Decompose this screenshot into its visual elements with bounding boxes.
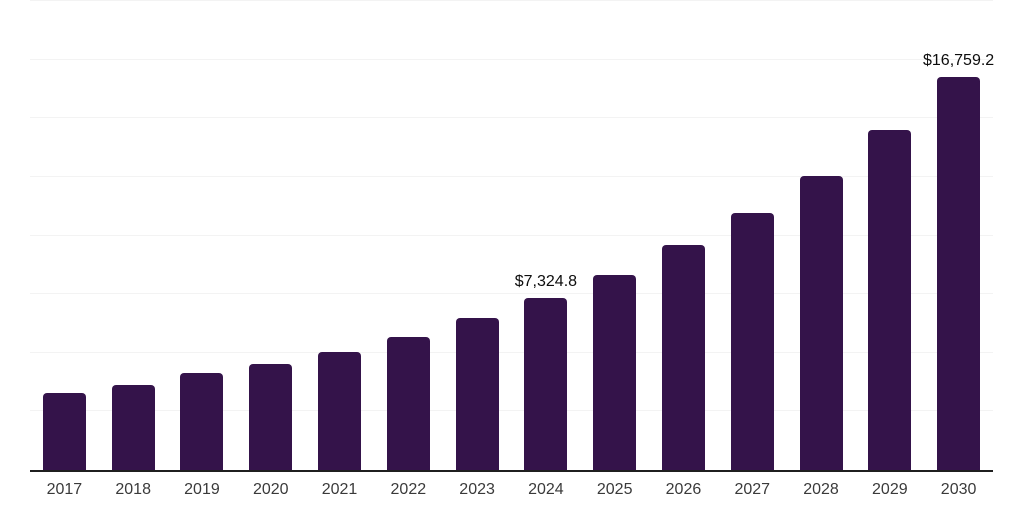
x-label-2030: 2030 (940, 481, 977, 498)
bar-2022 (386, 337, 430, 470)
x-label-2020: 2020 (252, 481, 289, 498)
x-label-2021: 2021 (321, 481, 358, 498)
x-label-2024: 2024 (528, 481, 564, 498)
bar-2025 (593, 274, 637, 470)
bar-2030 (937, 77, 981, 470)
plot-area: $7,324.8 $16,759.2 (30, 0, 995, 472)
gridline-10000 (30, 234, 993, 236)
gridline-20000 (30, 0, 993, 1)
x-label-2027: 2027 (734, 481, 771, 498)
bar-2028 (799, 175, 843, 470)
x-label-2018: 2018 (115, 481, 151, 498)
bar-2020 (249, 364, 293, 470)
bar-2024 (524, 298, 568, 470)
x-label-2022: 2022 (390, 481, 427, 498)
gridline-7500 (30, 293, 993, 295)
x-label-2029: 2029 (872, 481, 908, 498)
x-label-2028: 2028 (803, 481, 839, 498)
gridline-2500 (30, 410, 993, 412)
x-axis-labels: 2017 2018 2019 2020 2021 2022 2023 2024 2025 2026… (30, 481, 993, 505)
gridline-12500 (30, 175, 993, 177)
gridline-5000 (30, 351, 993, 353)
bar-2026 (661, 245, 705, 470)
bar-2023 (455, 318, 499, 470)
bar-2029 (868, 129, 912, 470)
bar-2027 (730, 213, 774, 470)
x-label-2025: 2025 (596, 481, 633, 498)
bar-2021 (318, 352, 362, 470)
bar-2019 (180, 372, 224, 470)
value-label-2030: $16,759.2 (923, 52, 995, 69)
value-label-2024: $7,324.8 (514, 273, 578, 291)
gridline-15000 (30, 117, 993, 119)
x-label-2026: 2026 (665, 481, 702, 498)
x-label-2017: 2017 (46, 481, 83, 498)
gridline-17500 (30, 58, 993, 60)
x-label-2023: 2023 (459, 481, 495, 498)
bar-2018 (111, 385, 155, 470)
bar-2017 (42, 393, 86, 470)
x-label-2019: 2019 (184, 481, 220, 498)
